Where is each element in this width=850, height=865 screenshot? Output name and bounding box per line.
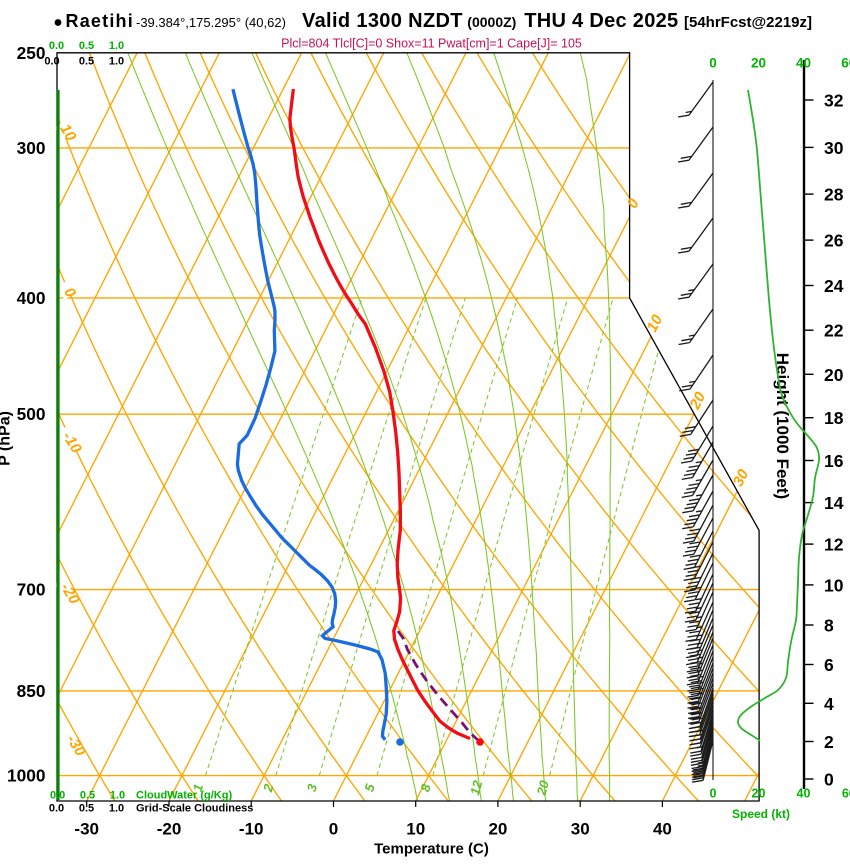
svg-text:Valid 1300 NZDT: Valid 1300 NZDT [302, 10, 463, 32]
svg-text:20: 20 [824, 365, 844, 385]
svg-text:32: 32 [824, 91, 844, 111]
svg-text:Temperature (C): Temperature (C) [374, 841, 489, 858]
svg-text:40: 40 [796, 56, 811, 71]
svg-text:3: 3 [304, 782, 321, 794]
svg-text:0.0: 0.0 [44, 56, 59, 68]
svg-text:1: 1 [190, 782, 206, 793]
svg-text:-30: -30 [74, 820, 99, 839]
svg-text:60: 60 [841, 56, 850, 71]
svg-text:12: 12 [824, 535, 844, 555]
svg-text:0.0: 0.0 [49, 40, 64, 52]
svg-text:1000: 1000 [7, 766, 45, 786]
svg-text:1.0: 1.0 [109, 56, 124, 68]
svg-text:0.5: 0.5 [79, 40, 94, 52]
svg-text:[54hrFcst@2219z]: [54hrFcst@2219z] [684, 14, 812, 31]
svg-text:8: 8 [824, 616, 834, 636]
svg-text:850: 850 [17, 681, 46, 701]
svg-text:40: 40 [797, 787, 811, 801]
svg-text:CloudWater (g/Kg): CloudWater (g/Kg) [136, 790, 232, 802]
svg-text:10: 10 [824, 575, 844, 595]
svg-text:6: 6 [824, 655, 834, 675]
svg-text:5: 5 [361, 782, 378, 794]
svg-text:60: 60 [842, 787, 850, 801]
svg-text:1.0: 1.0 [109, 40, 124, 52]
svg-text:0.5: 0.5 [79, 803, 94, 815]
svg-text:10: 10 [406, 820, 425, 839]
svg-text:Plcl=804 Tlcl[C]=0 Shox=11 Pwa: Plcl=804 Tlcl[C]=0 Shox=11 Pwat[cm]=1 Ca… [281, 37, 582, 51]
svg-text:1.0: 1.0 [109, 803, 124, 815]
svg-text:(0000Z): (0000Z) [467, 14, 516, 30]
svg-text:20: 20 [751, 56, 766, 71]
svg-text:28: 28 [824, 185, 844, 205]
svg-text:0: 0 [710, 787, 717, 801]
svg-text:4: 4 [824, 694, 834, 714]
svg-text:250: 250 [17, 43, 46, 63]
svg-text:0.5: 0.5 [79, 56, 94, 68]
svg-text:24: 24 [824, 276, 844, 296]
svg-text:THU 4 Dec 2025: THU 4 Dec 2025 [524, 10, 678, 32]
svg-text:12: 12 [467, 778, 485, 797]
svg-text:P (hPa): P (hPa) [0, 411, 14, 466]
svg-text:-39.384°,175.295° (40,62): -39.384°,175.295° (40,62) [136, 15, 286, 30]
svg-text:300: 300 [17, 138, 46, 158]
svg-text:14: 14 [824, 493, 844, 513]
svg-text:40: 40 [653, 820, 672, 839]
svg-text:Raetihi: Raetihi [66, 11, 134, 31]
svg-text:1.0: 1.0 [110, 790, 125, 802]
svg-text:26: 26 [824, 231, 844, 251]
svg-text:16: 16 [824, 451, 844, 471]
svg-text:10: 10 [644, 312, 667, 335]
svg-text:0: 0 [824, 770, 834, 790]
svg-text:18: 18 [824, 408, 844, 428]
svg-text:0.0: 0.0 [49, 803, 64, 815]
svg-text:Grid-Scale Cloudiness: Grid-Scale Cloudiness [136, 803, 253, 815]
svg-text:30: 30 [730, 466, 753, 489]
svg-text:30: 30 [824, 138, 844, 158]
svg-text:0.5: 0.5 [80, 790, 95, 802]
svg-text:400: 400 [17, 288, 46, 308]
svg-text:-20: -20 [157, 820, 182, 839]
svg-text:8: 8 [417, 782, 434, 794]
svg-text:-10: -10 [239, 820, 264, 839]
svg-text:20: 20 [686, 389, 709, 413]
svg-text:30: 30 [571, 820, 590, 839]
svg-text:500: 500 [17, 404, 46, 424]
svg-text:0.0: 0.0 [50, 790, 65, 802]
svg-text:20: 20 [488, 820, 507, 839]
svg-text:20: 20 [752, 787, 766, 801]
svg-text:2: 2 [824, 732, 834, 752]
svg-text:0: 0 [709, 56, 717, 71]
svg-text:20: 20 [533, 778, 552, 798]
svg-text:Height (1000 Feet): Height (1000 Feet) [773, 353, 792, 499]
svg-text:22: 22 [824, 321, 844, 341]
svg-text:700: 700 [17, 580, 46, 600]
svg-text:0: 0 [329, 820, 338, 839]
svg-text:Speed (kt): Speed (kt) [732, 807, 790, 821]
